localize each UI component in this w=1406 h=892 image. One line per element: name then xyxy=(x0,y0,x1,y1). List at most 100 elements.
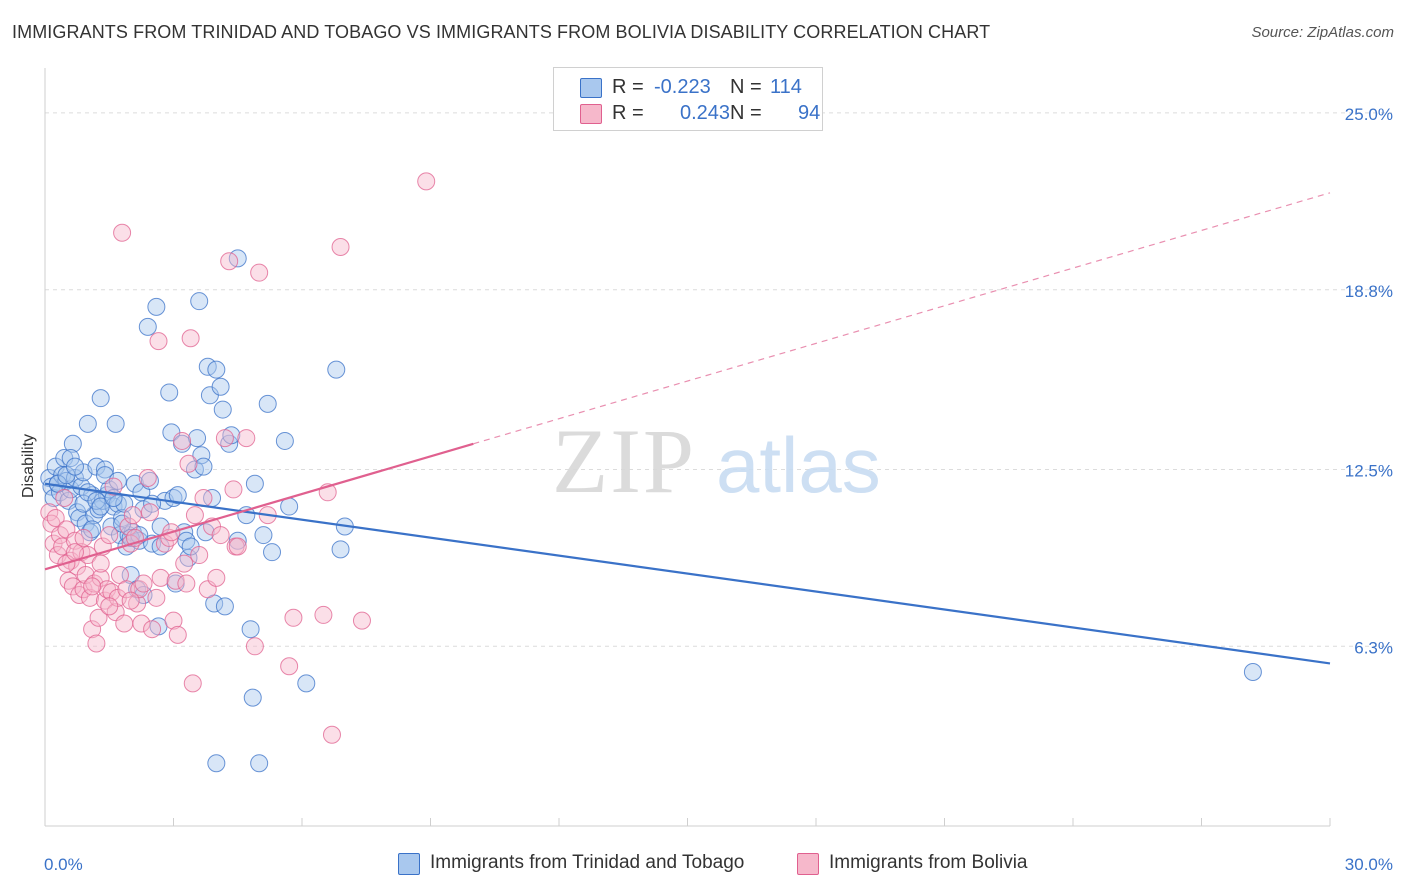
data-point xyxy=(168,625,187,644)
data-point xyxy=(132,614,151,633)
trend-lines xyxy=(44,192,1331,665)
y-tick-label: 6.3% xyxy=(1354,638,1393,657)
data-point xyxy=(143,620,162,639)
legend-swatch-blue xyxy=(580,78,602,98)
data-point xyxy=(241,620,260,639)
grid-lines xyxy=(45,112,1392,647)
data-point xyxy=(80,588,99,607)
data-point xyxy=(352,611,371,630)
data-point xyxy=(314,605,333,624)
data-point xyxy=(138,317,157,336)
data-point xyxy=(91,497,110,516)
data-point xyxy=(173,431,192,450)
data-point xyxy=(250,754,269,773)
data-point xyxy=(250,263,269,282)
data-point xyxy=(243,688,262,707)
data-point xyxy=(245,637,264,656)
legend-r-value: -0.223 xyxy=(654,76,711,98)
data-point xyxy=(190,292,209,311)
data-point xyxy=(91,389,110,408)
trend-line xyxy=(44,442,474,571)
axes xyxy=(44,68,1331,827)
bottom-legend-label: Immigrants from Trinidad and Tobago xyxy=(430,852,745,873)
data-point xyxy=(322,725,341,744)
data-point xyxy=(179,454,198,473)
legend-swatch-pink xyxy=(580,104,602,124)
data-point xyxy=(237,429,256,448)
data-point xyxy=(83,620,102,639)
data-point xyxy=(147,297,166,316)
data-point xyxy=(211,526,230,545)
data-point xyxy=(185,506,204,525)
legend-n-value: 114 xyxy=(770,76,802,98)
data-point xyxy=(164,611,183,630)
data-point xyxy=(228,537,247,556)
data-point xyxy=(113,223,132,242)
x-tick-labels: 0.0% 30.0% xyxy=(44,855,1393,874)
data-point xyxy=(327,360,346,379)
data-point xyxy=(207,360,226,379)
data-point xyxy=(258,394,277,413)
data-point xyxy=(1243,662,1262,681)
data-point xyxy=(55,488,74,507)
data-point xyxy=(284,608,303,627)
data-point xyxy=(175,554,194,573)
x-tick-label: 30.0% xyxy=(1345,855,1393,874)
data-point xyxy=(104,477,123,496)
data-point xyxy=(331,237,350,256)
data-point xyxy=(168,486,187,505)
data-point xyxy=(417,172,436,191)
data-point xyxy=(117,580,136,599)
trend-line xyxy=(44,482,1331,665)
data-point xyxy=(263,543,282,562)
data-point xyxy=(166,571,185,590)
data-point xyxy=(106,414,125,433)
data-point xyxy=(89,608,108,627)
data-point xyxy=(140,503,159,522)
legend-r-label: R = xyxy=(612,102,644,124)
data-point xyxy=(177,574,196,593)
chart-title: IMMIGRANTS FROM TRINIDAD AND TOBAGO VS I… xyxy=(12,22,991,42)
data-point xyxy=(188,429,207,448)
y-tick-label: 18.8% xyxy=(1345,282,1393,301)
data-point xyxy=(65,457,84,476)
bottom-legend-swatch-pink xyxy=(797,853,819,875)
y-tick-labels: 6.3% 12.5% 18.8% 25.0% xyxy=(1345,105,1393,657)
data-point xyxy=(138,469,157,488)
legend-n-value: 94 xyxy=(798,102,821,124)
data-point xyxy=(192,446,211,465)
legend-r-label: R = xyxy=(612,76,644,98)
data-point xyxy=(331,540,350,559)
legend-n-label: N = xyxy=(730,76,762,98)
data-point xyxy=(115,614,134,633)
data-point xyxy=(297,674,316,693)
watermark-atlas: atlas xyxy=(716,421,881,509)
data-point xyxy=(121,591,140,610)
y-axis-label: Disability xyxy=(20,434,37,498)
data-point xyxy=(213,400,232,419)
trend-line-extension xyxy=(473,192,1331,445)
data-point xyxy=(183,674,202,693)
data-point xyxy=(74,528,93,547)
data-point xyxy=(280,657,299,676)
data-point xyxy=(207,568,226,587)
watermark: ZIP atlas xyxy=(552,410,881,512)
data-point xyxy=(95,460,114,479)
data-point xyxy=(181,329,200,348)
data-point xyxy=(78,414,97,433)
data-point xyxy=(149,332,168,351)
data-point xyxy=(100,526,119,545)
data-point xyxy=(83,577,102,596)
bottom-legend-swatch-blue xyxy=(398,853,420,875)
data-point xyxy=(224,480,243,499)
bottom-legend-label: Immigrants from Bolivia xyxy=(829,852,1028,873)
data-point xyxy=(215,429,234,448)
legend-r-value: 0.243 xyxy=(680,102,731,124)
data-point xyxy=(61,449,80,468)
data-point xyxy=(194,457,213,476)
data-point xyxy=(207,754,226,773)
data-point xyxy=(190,546,209,565)
source-label: Source: ZipAtlas.com xyxy=(1251,24,1394,41)
correlation-legend: R = -0.223 N = 114 R = 0.243 N = 94 xyxy=(553,67,823,131)
data-point xyxy=(46,508,65,527)
